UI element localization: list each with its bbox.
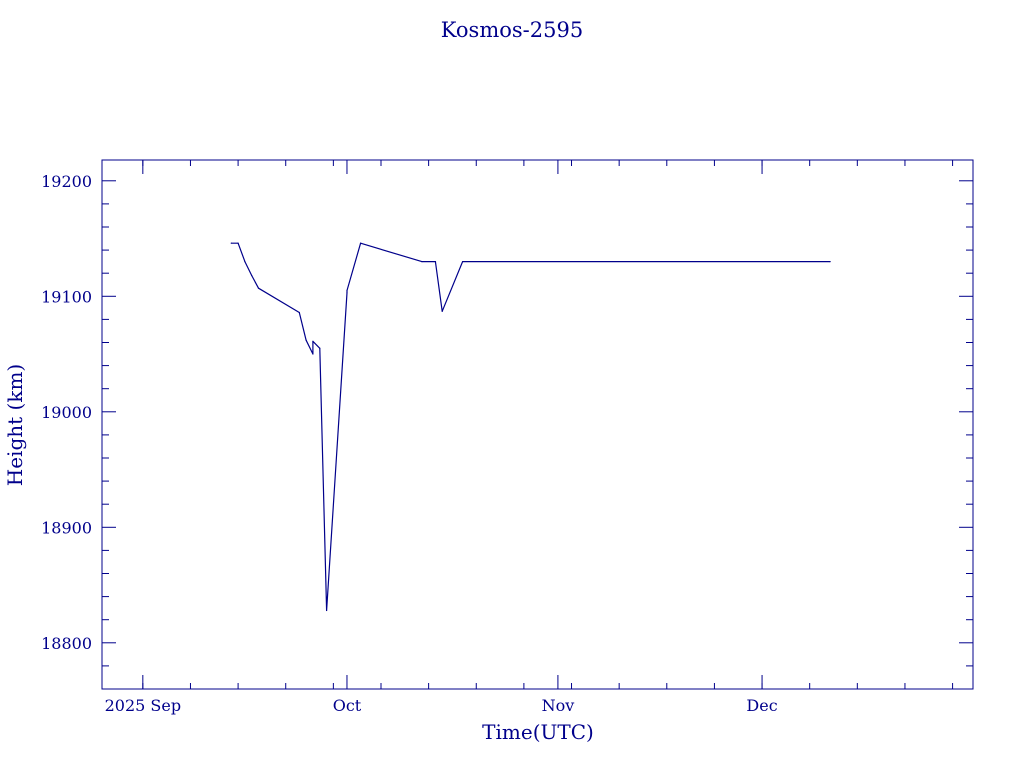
data-point	[319, 347, 321, 349]
y-tick-label: 18900	[41, 518, 92, 537]
x-tick-label: 2025 Sep	[105, 696, 181, 715]
data-point	[829, 261, 831, 263]
x-axis-tick-labels: 2025 Sep Oct Nov Dec	[105, 696, 778, 715]
data-point	[312, 340, 314, 342]
chart-title: Kosmos-2595	[441, 18, 583, 42]
y-tick-label: 19200	[41, 172, 92, 191]
data-point	[359, 242, 362, 244]
data-point	[346, 289, 348, 292]
y-tick-label: 19000	[41, 403, 92, 422]
y-tick-label: 19100	[41, 287, 92, 306]
series-points	[230, 242, 831, 612]
data-point	[244, 261, 246, 263]
x-axis-label: Time(UTC)	[482, 720, 594, 744]
data-point	[325, 609, 328, 612]
data-point	[305, 339, 307, 341]
data-point	[441, 310, 443, 312]
data-point	[421, 261, 423, 263]
data-point	[257, 287, 260, 289]
y-tick-label: 18800	[41, 634, 92, 653]
x-tick-label: Oct	[333, 696, 362, 715]
x-tick-label: Dec	[746, 696, 777, 715]
data-point	[298, 311, 300, 314]
y-axis-tick-labels: 18800 18900 19000 19100 19200	[41, 172, 92, 653]
data-point	[434, 261, 437, 263]
data-point	[237, 242, 239, 244]
data-point	[462, 261, 464, 263]
x-axis-ticks	[142, 160, 954, 689]
data-point	[312, 353, 314, 355]
x-tick-label: Nov	[542, 696, 575, 715]
data-point	[251, 274, 253, 277]
y-axis-label: Height (km)	[3, 364, 27, 486]
series-line-height	[231, 242, 831, 612]
data-point	[230, 242, 232, 244]
y-axis-ticks	[102, 180, 973, 690]
plot-frame	[101, 159, 974, 690]
data-point	[346, 292, 348, 294]
